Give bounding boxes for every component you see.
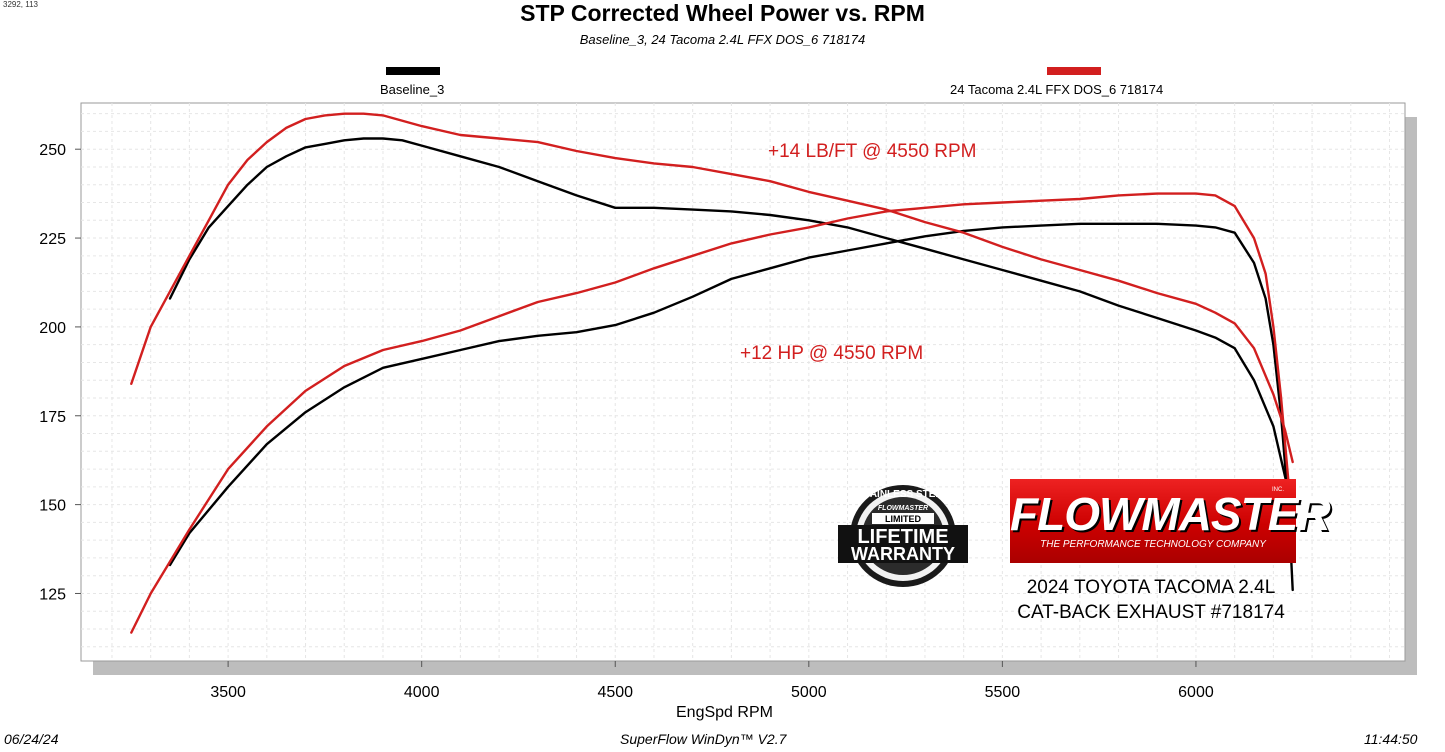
flowmaster-logo: FLOWMASTER INC. THE PERFORMANCE TECHNOLO… (1010, 479, 1331, 563)
badge-arc-text: STAINLESS STEEL (858, 489, 948, 500)
y-tick-label: 225 (39, 231, 66, 248)
axis-ticks: 3500 4000 4500 5000 5500 6000 125 150 175 200 225 2… (39, 142, 1214, 701)
x-tick-label: 5000 (791, 684, 827, 701)
chart-subtitle: Baseline_3, 24 Tacoma 2.4L FFX DOS_6 718… (579, 32, 866, 47)
y-tick-label: 125 (39, 586, 66, 603)
badge-lifetime: LIFETIME (857, 526, 948, 548)
y-tick-label: 250 (39, 142, 66, 159)
cursor-coordinates: 3292, 113 (3, 0, 38, 9)
chart-title: STP Corrected Wheel Power vs. RPM (520, 0, 925, 26)
logo-inc: INC. (1272, 487, 1284, 493)
y-tick-label: 200 (39, 320, 66, 337)
lifetime-warranty-badge-icon: STAINLESS STEEL FLOWMASTER LIMITED LIFET… (838, 485, 968, 587)
legend-label-modified: 24 Tacoma 2.4L FFX DOS_6 718174 (950, 82, 1164, 97)
badge-limited: LIMITED (885, 514, 921, 524)
x-tick-label: 4000 (404, 684, 440, 701)
badge-brand: FLOWMASTER (878, 505, 928, 512)
x-tick-label: 6000 (1178, 684, 1214, 701)
legend-label-baseline: Baseline_3 (380, 82, 445, 97)
series-line-modified-power (130, 192, 1294, 634)
y-tick-label: 175 (39, 409, 66, 426)
plot-area (80, 102, 1406, 662)
x-axis-label: EngSpd RPM (676, 704, 773, 721)
logo-tagline: THE PERFORMANCE TECHNOLOGY COMPANY (1040, 539, 1266, 550)
series-line-baseline-torque (168, 137, 1294, 510)
badge-warranty: WARRANTY (851, 544, 955, 564)
legend: Baseline_3 24 Tacoma 2.4L FFX DOS_6 7181… (0, 62, 1445, 102)
x-tick-label: 3500 (210, 684, 246, 701)
x-tick-label: 4500 (597, 684, 633, 701)
footer-software: SuperFlow WinDyn™ V2.7 (620, 731, 787, 747)
series-lines (130, 112, 1294, 634)
power-gain-annotation: +12 HP @ 4550 RPM (740, 343, 924, 364)
logo-wordmark: FLOWMASTER (1010, 488, 1331, 540)
legend-swatch-baseline (386, 67, 440, 75)
series-line-modified-torque (130, 112, 1294, 464)
footer-date: 06/24/24 (4, 731, 59, 747)
footer-time: 11:44:50 (1364, 731, 1418, 747)
legend-swatch-modified (1047, 67, 1101, 75)
torque-gain-annotation: +14 LB/FT @ 4550 RPM (768, 141, 977, 162)
grid-lines (81, 103, 1405, 661)
vehicle-line-1: 2024 TOYOTA TACOMA 2.4L (1026, 577, 1276, 598)
vehicle-line-2: CAT-BACK EXHAUST #718174 (1017, 602, 1285, 623)
x-tick-label: 5500 (985, 684, 1021, 701)
series-line-baseline-power (168, 222, 1294, 592)
y-tick-label: 150 (39, 498, 66, 515)
